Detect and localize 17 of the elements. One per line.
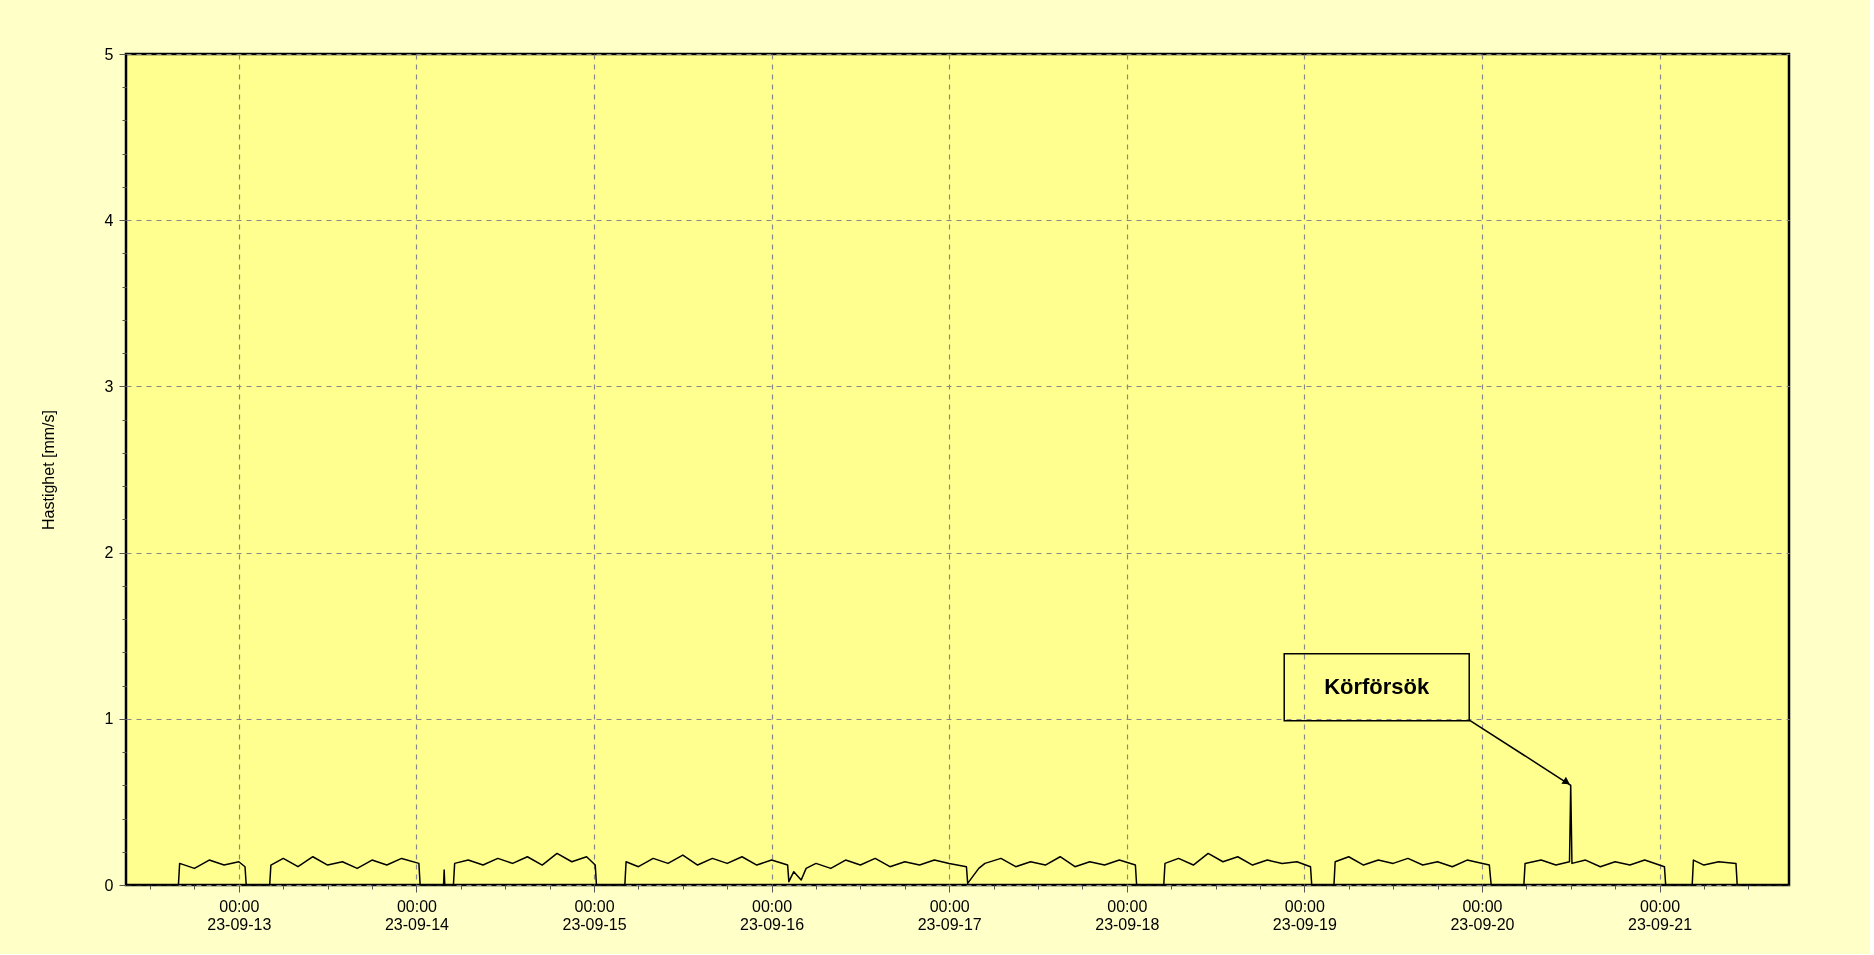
annotation: Körförsök xyxy=(1324,674,1431,700)
x-tick-label: 00:00 23-09-19 xyxy=(1272,897,1337,933)
x-tick-label: 00:00 23-09-16 xyxy=(740,897,805,933)
x-tick-label: 00:00 23-09-15 xyxy=(562,897,627,933)
x-tick-label: 00:00 23-09-13 xyxy=(207,897,272,933)
y-tick-label: 2 xyxy=(104,544,114,562)
y-tick-label: 3 xyxy=(104,377,114,395)
x-tick-label: 00:00 23-09-20 xyxy=(1450,897,1515,933)
y-tick-label: 4 xyxy=(104,211,114,229)
y-tick-label: 0 xyxy=(104,876,114,894)
y-tick-label: 5 xyxy=(104,45,114,63)
y-axis-title: Hastighet [mm/s] xyxy=(39,409,57,531)
x-tick-label: 00:00 23-09-21 xyxy=(1627,897,1693,933)
x-tick-label: 00:00 23-09-14 xyxy=(384,897,450,933)
y-tick-label: 1 xyxy=(104,710,114,728)
x-tick-label: 00:00 23-09-18 xyxy=(1095,897,1160,933)
x-tick-label: 00:00 23-09-17 xyxy=(917,897,982,933)
